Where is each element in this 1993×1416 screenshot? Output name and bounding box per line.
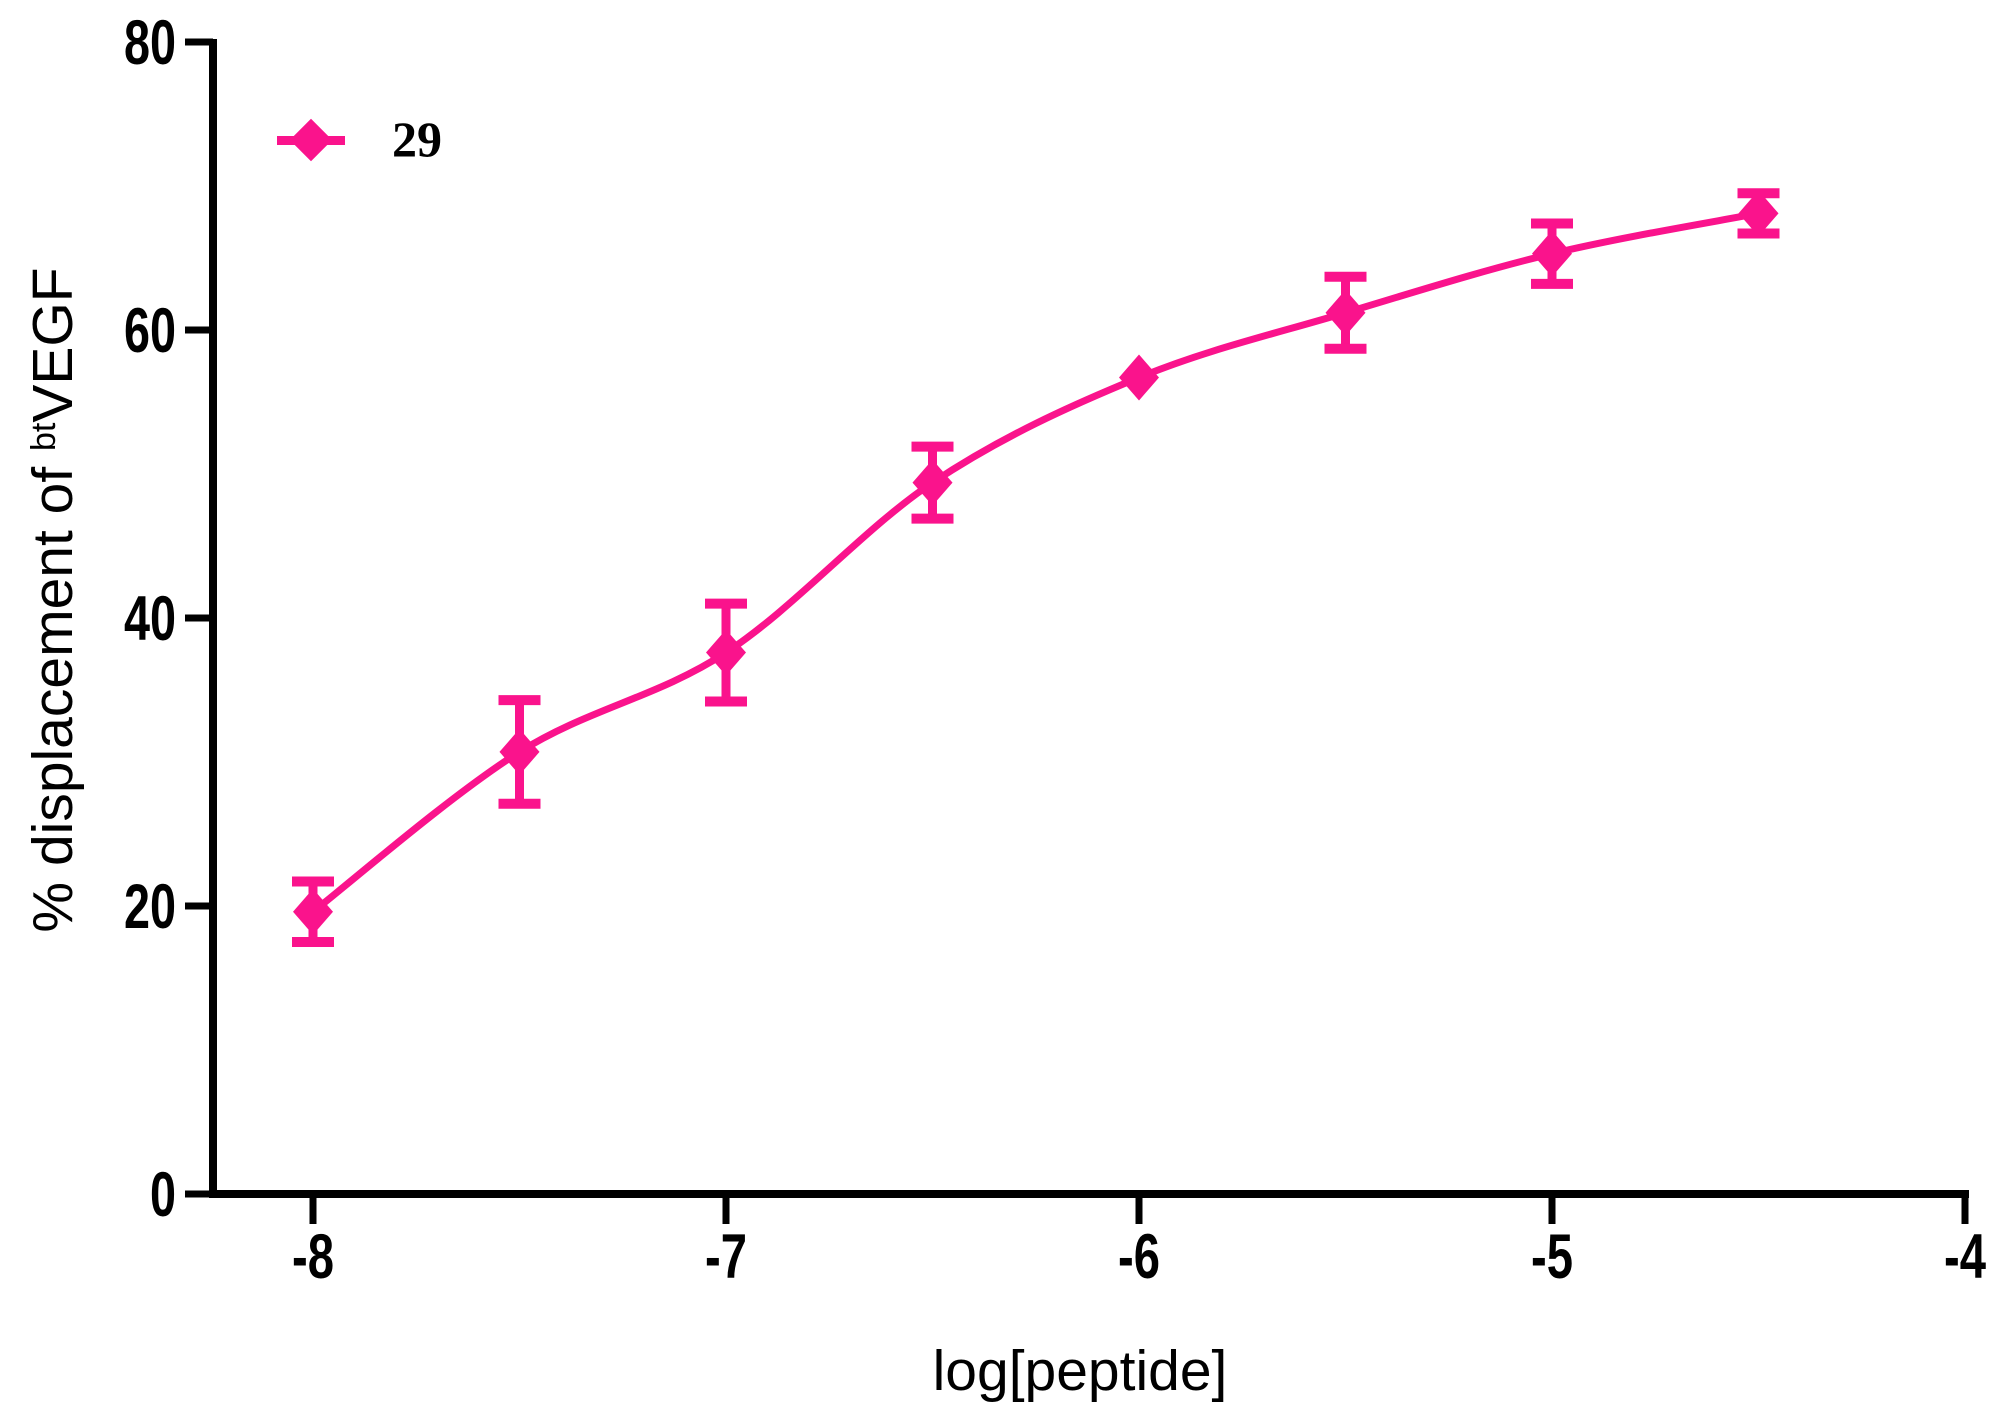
y-axis-title-superscript: bt xyxy=(25,422,63,451)
x-axis-title: log[peptide] xyxy=(933,1339,1228,1403)
y-axis-title: % displacement of btVEGF xyxy=(21,267,85,932)
x-tick-label: -5 xyxy=(1531,1222,1573,1292)
y-tick-label: 60 xyxy=(124,296,176,366)
x-tick-label: -4 xyxy=(1944,1222,1986,1292)
data-point-diamond xyxy=(1119,354,1159,401)
data-point-diamond xyxy=(1738,190,1779,237)
data-point-diamond xyxy=(706,629,746,676)
x-tick-label: -6 xyxy=(1118,1222,1160,1292)
y-tick-label: 0 xyxy=(150,1160,176,1230)
y-axis-title-prefix: % displacement of xyxy=(21,451,85,933)
y-tick-label: 40 xyxy=(124,584,176,654)
y-tick-label: 20 xyxy=(124,872,176,942)
data-point-diamond xyxy=(912,459,953,506)
data-point-diamond xyxy=(1325,289,1366,336)
data-point-diamond xyxy=(293,888,333,935)
data-point-diamond xyxy=(1532,230,1572,277)
data-point-diamond xyxy=(499,728,540,775)
y-tick-label: 80 xyxy=(124,8,176,78)
y-axis-title-main: VEGF xyxy=(21,267,85,422)
chart-canvas: 0 20 40 60 80 -8 -7 -6 -5 -4 xyxy=(124,8,1986,1292)
x-tick-label: -7 xyxy=(705,1222,747,1292)
x-tick-label: -8 xyxy=(292,1222,334,1292)
